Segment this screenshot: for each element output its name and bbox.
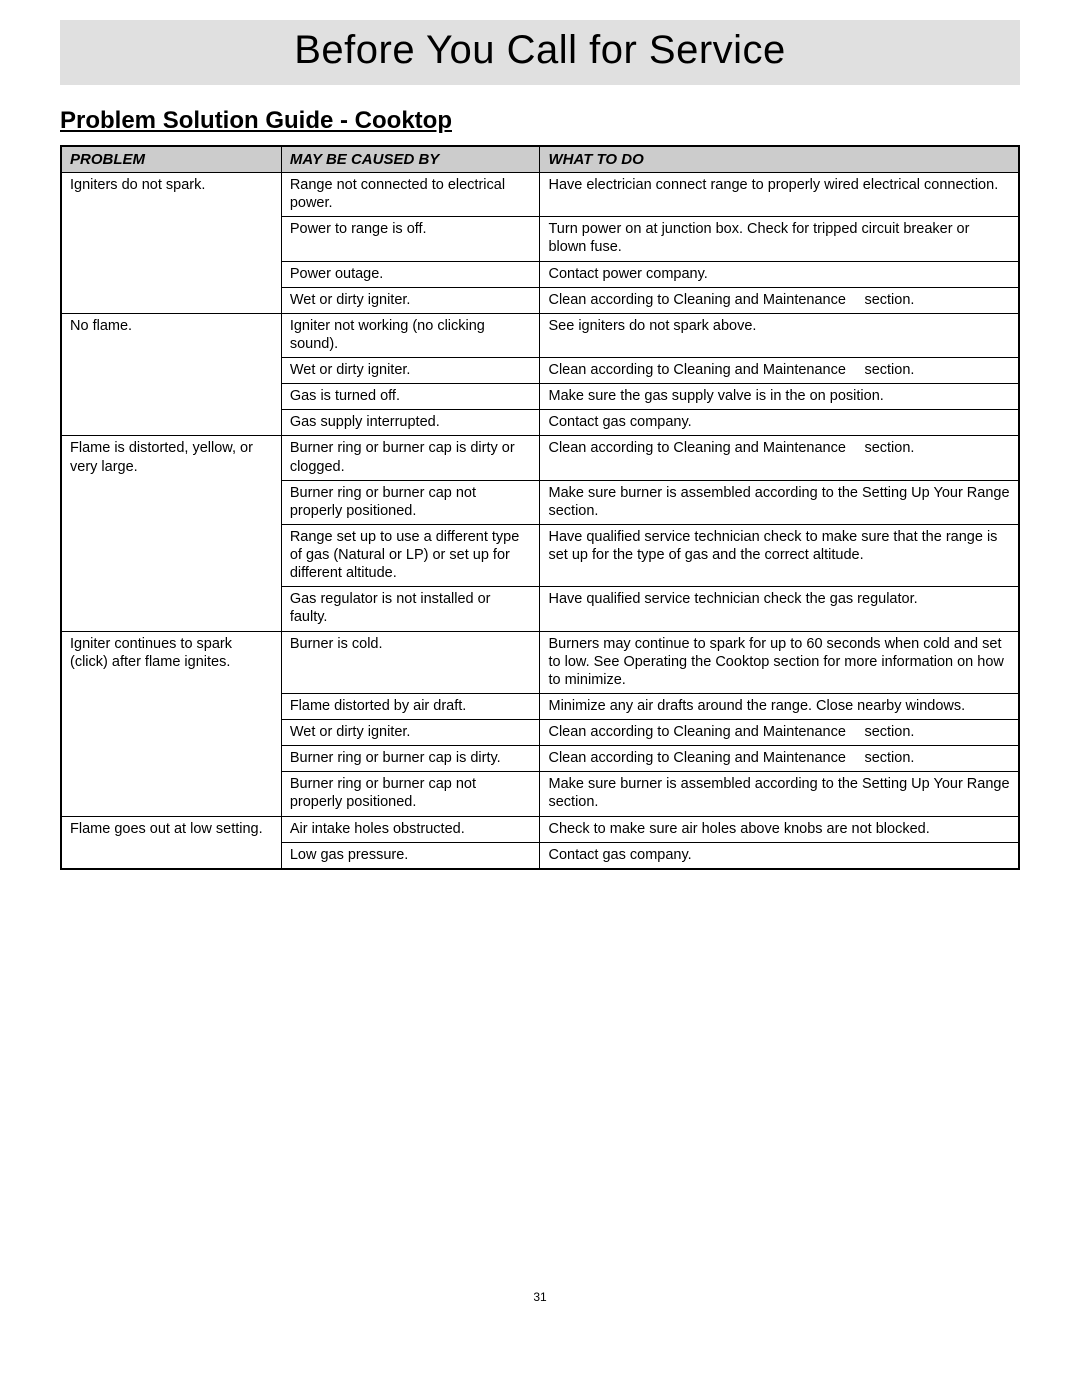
cause-cell: Burner ring or burner cap is dirty or cl…	[281, 436, 540, 480]
action-cell: Make sure burner is assembled according …	[540, 480, 1019, 524]
cause-cell: Burner ring or burner cap is dirty.	[281, 746, 540, 772]
problem-cell: Igniter continues to spark (click) after…	[61, 631, 281, 816]
action-cell: Burners may continue to spark for up to …	[540, 631, 1019, 693]
action-cell: Have qualified service technician check …	[540, 587, 1019, 631]
cause-cell: Range not connected to electrical power.	[281, 173, 540, 217]
action-cell: See igniters do not spark above.	[540, 313, 1019, 357]
action-cell: Clean according to Cleaning and Maintena…	[540, 436, 1019, 480]
page: Before You Call for Service Problem Solu…	[0, 0, 1080, 1344]
action-cell: Make sure the gas supply valve is in the…	[540, 384, 1019, 410]
action-cell: Clean according to Cleaning and Maintena…	[540, 287, 1019, 313]
cause-cell: Wet or dirty igniter.	[281, 358, 540, 384]
cause-cell: Wet or dirty igniter.	[281, 720, 540, 746]
action-cell: Turn power on at junction box. Check for…	[540, 217, 1019, 261]
table-header-row: PROBLEM MAY BE CAUSED BY WHAT TO DO	[61, 146, 1019, 173]
table-header-action: WHAT TO DO	[540, 146, 1019, 173]
problem-cell: Igniters do not spark.	[61, 173, 281, 314]
page-number: 31	[60, 1290, 1020, 1304]
cause-cell: Flame distorted by air draft.	[281, 693, 540, 719]
table-row: Igniter continues to spark (click) after…	[61, 631, 1019, 693]
problem-cell: No flame.	[61, 313, 281, 436]
table-header-problem: PROBLEM	[61, 146, 281, 173]
table-row: Flame is distorted, yellow, or very larg…	[61, 436, 1019, 480]
cause-cell: Burner ring or burner cap not properly p…	[281, 772, 540, 816]
cause-cell: Burner ring or burner cap not properly p…	[281, 480, 540, 524]
action-cell: Clean according to Cleaning and Maintena…	[540, 720, 1019, 746]
troubleshooting-table: PROBLEM MAY BE CAUSED BY WHAT TO DO Igni…	[60, 145, 1020, 870]
cause-cell: Wet or dirty igniter.	[281, 287, 540, 313]
action-cell: Clean according to Cleaning and Maintena…	[540, 358, 1019, 384]
cause-cell: Gas regulator is not installed or faulty…	[281, 587, 540, 631]
page-banner: Before You Call for Service	[60, 20, 1020, 85]
table-row: Flame goes out at low setting.Air intake…	[61, 816, 1019, 842]
cause-cell: Low gas pressure.	[281, 842, 540, 869]
action-cell: Minimize any air drafts around the range…	[540, 693, 1019, 719]
cause-cell: Igniter not working (no clicking sound).	[281, 313, 540, 357]
cause-cell: Power to range is off.	[281, 217, 540, 261]
action-cell: Contact gas company.	[540, 410, 1019, 436]
table-row: No flame.Igniter not working (no clickin…	[61, 313, 1019, 357]
action-cell: Have electrician connect range to proper…	[540, 173, 1019, 217]
cause-cell: Gas supply interrupted.	[281, 410, 540, 436]
table-header-cause: MAY BE CAUSED BY	[281, 146, 540, 173]
problem-cell: Flame goes out at low setting.	[61, 816, 281, 869]
action-cell: Make sure burner is assembled according …	[540, 772, 1019, 816]
cause-cell: Air intake holes obstructed.	[281, 816, 540, 842]
action-cell: Have qualified service technician check …	[540, 524, 1019, 586]
section-title: Problem Solution Guide - Cooktop	[60, 107, 1020, 135]
action-cell: Clean according to Cleaning and Maintena…	[540, 746, 1019, 772]
table-row: Igniters do not spark.Range not connecte…	[61, 173, 1019, 217]
cause-cell: Burner is cold.	[281, 631, 540, 693]
action-cell: Contact power company.	[540, 261, 1019, 287]
cause-cell: Gas is turned off.	[281, 384, 540, 410]
action-cell: Check to make sure air holes above knobs…	[540, 816, 1019, 842]
action-cell: Contact gas company.	[540, 842, 1019, 869]
cause-cell: Power outage.	[281, 261, 540, 287]
problem-cell: Flame is distorted, yellow, or very larg…	[61, 436, 281, 631]
cause-cell: Range set up to use a different type of …	[281, 524, 540, 586]
